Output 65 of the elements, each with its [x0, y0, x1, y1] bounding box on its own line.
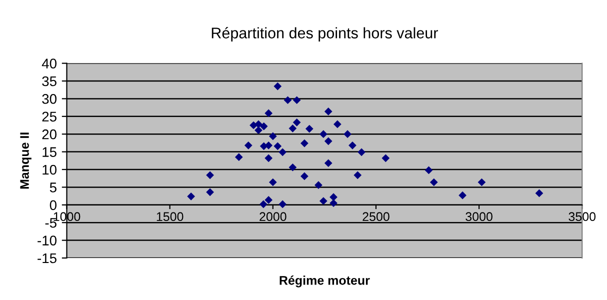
y-tick-label: 10	[42, 164, 57, 175]
point	[288, 163, 297, 172]
point	[234, 153, 243, 162]
point	[278, 200, 287, 208]
y-axis-title: Manque II	[20, 132, 32, 189]
point	[330, 193, 338, 202]
point	[284, 96, 292, 104]
point	[206, 171, 214, 180]
x-tick-label: 3500	[568, 212, 596, 222]
point	[324, 108, 332, 116]
point	[458, 191, 466, 200]
y-tick-label: 25	[42, 112, 56, 122]
y-tick-label: -10	[38, 236, 57, 246]
point	[334, 120, 342, 128]
y-tick-label: 5	[50, 182, 56, 192]
x-tick-label: 2000	[260, 212, 286, 222]
point	[324, 137, 332, 146]
x-axis-title: Régime moteur	[280, 276, 370, 288]
point	[187, 192, 195, 200]
point	[314, 181, 322, 190]
point	[264, 142, 273, 150]
point	[259, 200, 268, 208]
y-tick-label: 0	[50, 200, 57, 210]
point	[254, 126, 262, 134]
point	[344, 130, 352, 138]
point	[254, 120, 262, 128]
point	[300, 172, 308, 180]
y-tick-label: 30	[42, 94, 57, 104]
point	[292, 96, 301, 104]
point	[244, 142, 252, 150]
point	[319, 197, 328, 205]
y-tick-label: 35	[42, 76, 56, 86]
point	[305, 124, 314, 133]
x-tick-label: 1500	[156, 212, 184, 222]
point	[358, 148, 366, 156]
point	[268, 178, 277, 186]
point	[324, 159, 332, 168]
point	[300, 139, 308, 148]
y-tick-label: 15	[42, 147, 56, 157]
point	[354, 171, 362, 180]
point	[424, 166, 433, 174]
point	[274, 82, 282, 90]
point	[264, 109, 273, 118]
point	[319, 130, 328, 138]
point	[268, 132, 277, 140]
point	[260, 122, 268, 130]
x-tick-label: 2500	[362, 212, 390, 222]
point	[288, 124, 297, 132]
point	[206, 188, 214, 196]
point	[274, 142, 282, 150]
point	[535, 189, 544, 198]
y-tick-label: 20	[42, 129, 57, 140]
point	[382, 154, 390, 162]
x-tick-label: 3000	[466, 212, 492, 222]
point	[264, 154, 273, 162]
point	[330, 199, 338, 208]
point	[264, 196, 273, 204]
point	[278, 148, 287, 156]
point	[430, 178, 438, 186]
chart-title: Répartition des points hors valeur	[212, 27, 438, 42]
point	[478, 178, 486, 186]
point	[292, 118, 301, 126]
y-tick-label: -15	[38, 253, 56, 264]
point	[348, 142, 356, 150]
y-tick-label: 40	[42, 58, 57, 68]
